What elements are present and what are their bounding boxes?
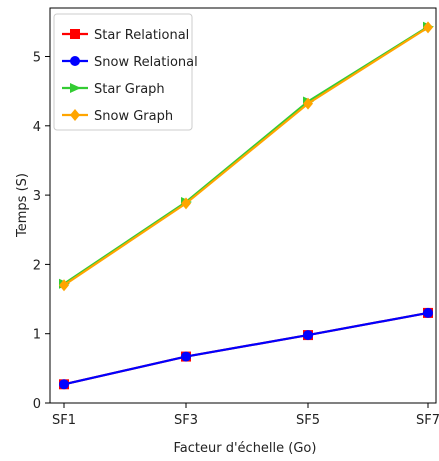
series-line <box>63 25 429 285</box>
y-axis: 0 1 2 3 4 5 <box>33 51 50 412</box>
data-point <box>423 307 433 318</box>
y-tick-label: 3 <box>33 189 41 204</box>
legend-item: Snow Graph <box>62 109 173 124</box>
legend-box <box>53 13 193 131</box>
x-tick-label: SF7 <box>416 413 439 428</box>
series-star-relational <box>59 307 433 390</box>
y-tick-label: 4 <box>33 120 41 135</box>
data-point <box>59 279 69 292</box>
legend-label: Snow Relational <box>94 55 198 70</box>
legend-label: Star Relational <box>94 28 189 43</box>
series-line <box>63 26 429 287</box>
data-point <box>181 351 191 362</box>
legend-item: Star Graph <box>62 82 165 97</box>
plot-border <box>49 7 437 404</box>
series-snow-graph <box>59 21 433 292</box>
x-tick-label: SF3 <box>174 413 198 428</box>
legend-item: Star Relational <box>62 28 189 43</box>
x-axis-label: Facteur d'échelle (Go) <box>174 441 317 456</box>
series-layer <box>59 21 434 390</box>
y-tick-label: 1 <box>33 328 41 343</box>
legend-label: Snow Graph <box>94 109 173 124</box>
legend-marker <box>70 109 80 121</box>
x-tick-label: SF5 <box>296 413 320 428</box>
data-point <box>59 379 69 390</box>
x-axis: SF1 SF3 SF5 SF7 <box>52 403 439 428</box>
legend: Star Relational Snow Relational Star Graph… <box>53 13 198 131</box>
series-line <box>63 311 429 386</box>
data-point <box>423 21 433 34</box>
x-tick-label: SF1 <box>52 413 76 428</box>
y-tick-label: 5 <box>33 51 41 66</box>
legend-marker <box>70 29 80 39</box>
y-axis-label: Temps (S) <box>15 173 30 238</box>
plot-frame <box>49 7 437 404</box>
data-point <box>303 97 313 110</box>
y-tick-label: 0 <box>33 397 41 412</box>
data-point <box>181 197 191 210</box>
legend-marker <box>70 83 81 93</box>
legend-label: Star Graph <box>94 82 165 97</box>
data-point <box>303 330 313 341</box>
legend-marker <box>70 56 80 66</box>
y-tick-label: 2 <box>33 258 41 273</box>
legend-item: Snow Relational <box>62 55 198 70</box>
series-snow-relational <box>59 307 433 390</box>
